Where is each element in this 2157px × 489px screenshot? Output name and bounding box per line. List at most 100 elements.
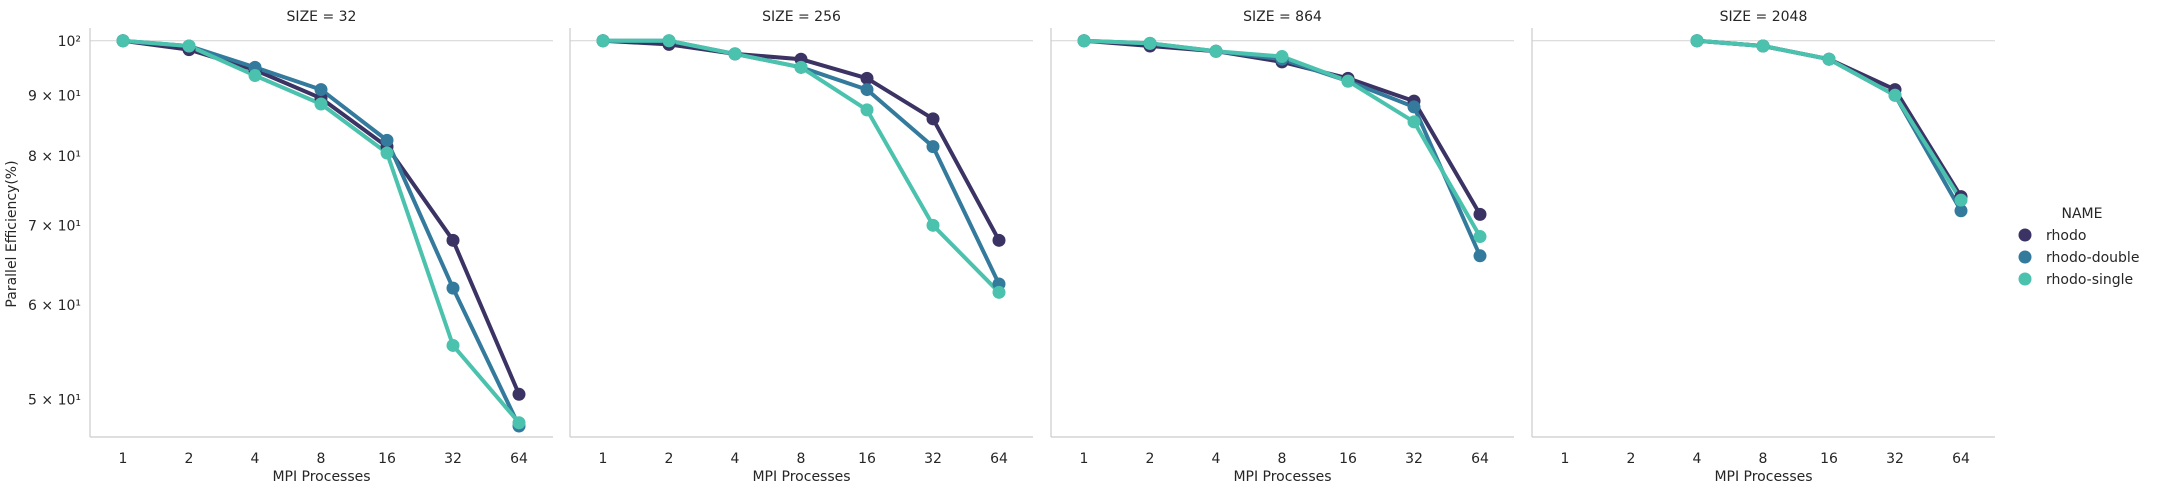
data-point-rhodo-single (1209, 44, 1223, 58)
data-point-rhodo-single (728, 47, 742, 61)
facet-panel: SIZE = 32 5 × 10¹ 6 × 10¹ 7 × 10¹ 8 × 10¹ 9 ×… (28, 9, 553, 485)
x-tick-label: 2 (185, 451, 194, 467)
data-point-rhodo-double (1407, 100, 1421, 114)
x-tick-label: 16 (858, 451, 876, 467)
data-point-rhodo-single (446, 338, 460, 352)
data-point-rhodo (992, 233, 1006, 247)
x-tick-label: 2 (1146, 451, 1155, 467)
y-tick-label: 7 × 10¹ (28, 218, 81, 234)
x-axis-label: MPI Processes (272, 469, 370, 485)
data-point-rhodo-single (926, 218, 940, 232)
y-axis-label: Parallel Efficiency(%) (4, 160, 20, 307)
x-tick-label: 64 (990, 451, 1008, 467)
data-point-rhodo-single (116, 34, 130, 48)
x-tick-label: 16 (1339, 451, 1357, 467)
data-point-rhodo-double (314, 83, 328, 97)
x-tick-label: 16 (1820, 451, 1838, 467)
legend-title: NAME (2062, 206, 2103, 222)
data-point-rhodo (1473, 207, 1487, 221)
x-tick-label: 2 (1627, 451, 1636, 467)
x-tick-label: 1 (1080, 451, 1089, 467)
x-tick-label: 8 (797, 451, 806, 467)
facet-panels: SIZE = 32 5 × 10¹ 6 × 10¹ 7 × 10¹ 8 × 10¹ 9 ×… (28, 9, 1995, 485)
panel-title: SIZE = 864 (1243, 9, 1322, 25)
legend-marker (2018, 272, 2032, 286)
series-line-rhodo-double (603, 38, 1001, 285)
data-point-rhodo-single (596, 34, 610, 48)
y-tick-label: 10² (58, 34, 81, 50)
legend-items: rhodo rhodo-double rhodo-single (2018, 228, 2139, 288)
data-point-rhodo (512, 387, 526, 401)
facet-panel: SIZE = 864 1 2 4 8 16 32 64 MPI Processes (1050, 9, 1514, 485)
facet-panel: SIZE = 256 1 2 4 8 16 32 64 MPI Processes (569, 9, 1033, 485)
data-point-rhodo-single (380, 146, 394, 160)
data-point-rhodo-single (1341, 74, 1355, 88)
data-point-rhodo-single (248, 69, 262, 83)
panel-title: SIZE = 2048 (1720, 9, 1808, 25)
x-axis-label: MPI Processes (1714, 469, 1812, 485)
x-axis-label: MPI Processes (752, 469, 850, 485)
panel-title: SIZE = 256 (762, 9, 841, 25)
data-point-rhodo-single (512, 416, 526, 430)
series-line-rhodo-double (1696, 38, 1963, 212)
data-point-rhodo-double (926, 140, 940, 154)
x-tick-label: 8 (317, 451, 326, 467)
series-line-rhodo-double (1083, 38, 1482, 257)
data-point-rhodo-single (992, 285, 1006, 299)
x-tick-label: 1 (1561, 451, 1570, 467)
data-point-rhodo-double (1473, 249, 1487, 263)
data-point-rhodo-single (1888, 88, 1902, 102)
x-tick-label: 4 (731, 451, 740, 467)
x-tick-label: 32 (924, 451, 942, 467)
legend-marker (2018, 250, 2032, 264)
data-point-rhodo-single (1473, 230, 1487, 244)
x-tick-label: 4 (1212, 451, 1221, 467)
x-tick-label: 64 (1952, 451, 1970, 467)
legend-label: rhodo-double (2046, 250, 2139, 266)
x-tick-label: 64 (1471, 451, 1489, 467)
data-point-rhodo-single (314, 97, 328, 111)
data-point-rhodo-single (1077, 34, 1091, 48)
data-point-rhodo (446, 233, 460, 247)
data-point-rhodo-double (446, 281, 460, 295)
legend-label: rhodo (2046, 228, 2086, 244)
data-point-rhodo-single (1275, 50, 1289, 64)
series-line-rhodo-single (603, 38, 1001, 294)
data-point-rhodo-single (794, 60, 808, 74)
x-tick-label: 32 (444, 451, 462, 467)
y-tick-label: 5 × 10¹ (28, 392, 81, 408)
data-point-rhodo-single (1143, 36, 1157, 50)
data-point-rhodo (926, 112, 940, 126)
y-tick-label: 6 × 10¹ (28, 298, 81, 314)
x-tick-label: 64 (510, 451, 528, 467)
x-tick-label: 1 (599, 451, 608, 467)
data-point-rhodo-single (1822, 52, 1836, 66)
x-tick-label: 2 (665, 451, 674, 467)
panel-title: SIZE = 32 (287, 9, 357, 25)
legend-label: rhodo-single (2046, 272, 2133, 288)
x-tick-label: 32 (1405, 451, 1423, 467)
data-point-rhodo-single (1690, 34, 1704, 48)
x-tick-label: 4 (1693, 451, 1702, 467)
data-point-rhodo-single (662, 34, 676, 48)
legend: NAME rhodo rhodo-double rhodo-single (2018, 206, 2139, 288)
y-tick-label: 9 × 10¹ (28, 88, 81, 104)
facet-panel: SIZE = 2048 1 2 4 8 16 32 64 MPI Processes (1531, 9, 1995, 485)
data-point-rhodo-single (1756, 39, 1770, 53)
data-point-rhodo (860, 71, 874, 85)
x-tick-label: 32 (1886, 451, 1904, 467)
data-point-rhodo-single (182, 39, 196, 53)
x-tick-label: 8 (1759, 451, 1768, 467)
data-point-rhodo-single (1954, 193, 1968, 207)
data-point-rhodo-double (1954, 204, 1968, 218)
x-tick-label: 4 (251, 451, 260, 467)
data-point-rhodo-double (860, 83, 874, 97)
data-point-rhodo-single (1407, 115, 1421, 129)
series-line-rhodo-single (1083, 38, 1482, 238)
y-tick-label: 8 × 10¹ (28, 149, 81, 165)
x-axis-label: MPI Processes (1233, 469, 1331, 485)
data-point-rhodo-double (380, 133, 394, 147)
legend-marker (2018, 228, 2032, 242)
x-tick-label: 8 (1278, 451, 1287, 467)
